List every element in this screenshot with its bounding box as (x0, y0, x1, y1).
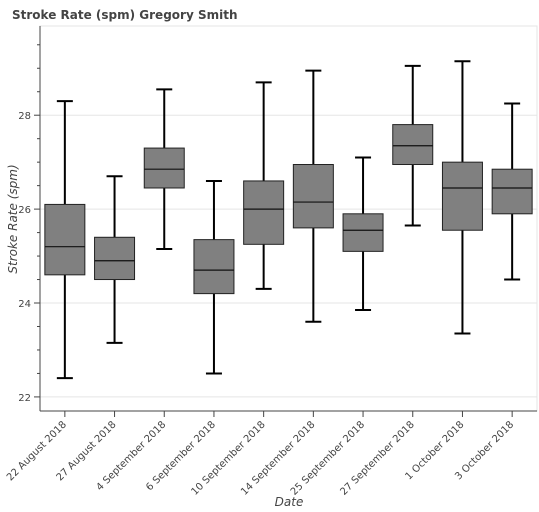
box-iqr (44, 203, 86, 276)
box-iqr (193, 239, 235, 295)
box (292, 69, 334, 323)
x-axis-label: Date (275, 495, 304, 509)
box-iqr (342, 213, 384, 252)
y-tick-label: 28 (18, 111, 31, 122)
box-iqr (94, 236, 136, 281)
box (441, 60, 483, 335)
box-iqr (441, 161, 483, 231)
box-iqr (143, 147, 185, 189)
box-iqr (292, 164, 334, 229)
box-iqr (491, 168, 533, 215)
box (143, 88, 185, 251)
box (94, 175, 136, 344)
y-tick-label: 26 (18, 205, 31, 216)
y-axis: 22 24 26 28 (18, 26, 41, 411)
box (243, 81, 285, 290)
box (392, 64, 434, 227)
box (491, 102, 533, 281)
box (342, 156, 384, 312)
y-axis-label: Stroke Rate (spm) (6, 164, 20, 273)
y-tick-label: 22 (18, 393, 31, 404)
chart-title: Stroke Rate (spm) Gregory Smith (12, 8, 238, 22)
box-iqr (392, 124, 434, 166)
box-series (44, 60, 533, 380)
y-tick-label: 24 (18, 299, 31, 310)
box-iqr (243, 180, 285, 245)
box (44, 100, 86, 380)
box (193, 179, 235, 375)
